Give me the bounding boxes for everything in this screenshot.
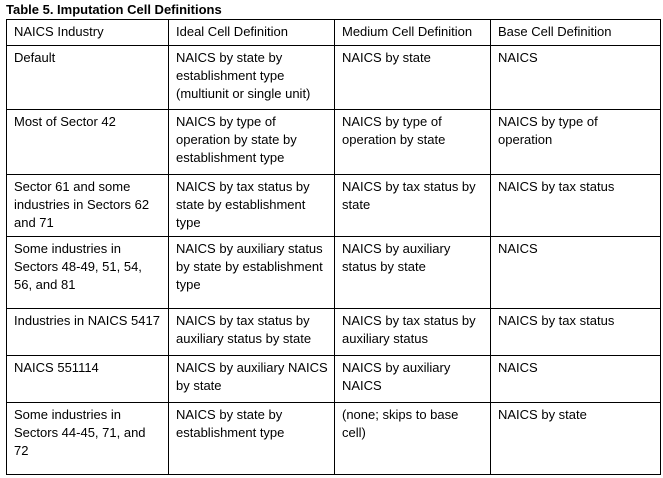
cell-medium-definition: NAICS by type of operation by state xyxy=(334,109,491,175)
cell-medium-definition: (none; skips to base cell) xyxy=(334,402,491,475)
table-header-row: NAICS Industry Ideal Cell Definition Med… xyxy=(6,19,661,46)
cell-ideal-definition: NAICS by state by establishment type xyxy=(168,402,335,475)
cell-base-definition: NAICS xyxy=(490,355,661,403)
cell-naics-industry: Some industries in Sectors 48-49, 51, 54… xyxy=(6,236,169,309)
cell-naics-industry: Sector 61 and some industries in Sectors… xyxy=(6,174,169,237)
cell-ideal-definition: NAICS by auxiliary NAICS by state xyxy=(168,355,335,403)
cell-medium-definition: NAICS by tax status by auxiliary status xyxy=(334,308,491,356)
cell-base-definition: NAICS by tax status xyxy=(490,174,661,237)
cell-ideal-definition: NAICS by tax status by state by establis… xyxy=(168,174,335,237)
table-row: Some industries in Sectors 44-45, 71, an… xyxy=(6,402,661,475)
table-row: Industries in NAICS 5417 NAICS by tax st… xyxy=(6,308,661,356)
cell-naics-industry: Some industries in Sectors 44-45, 71, an… xyxy=(6,402,169,475)
cell-medium-definition: NAICS by auxiliary NAICS xyxy=(334,355,491,403)
table-row: Default NAICS by state by establishment … xyxy=(6,45,661,110)
cell-naics-industry: NAICS 551114 xyxy=(6,355,169,403)
cell-ideal-definition: NAICS by tax status by auxiliary status … xyxy=(168,308,335,356)
cell-ideal-definition: NAICS by state by establishment type (mu… xyxy=(168,45,335,110)
table-row: Sector 61 and some industries in Sectors… xyxy=(6,174,661,237)
header-medium-cell-definition: Medium Cell Definition xyxy=(334,19,491,46)
document-page: Table 5. Imputation Cell Definitions NAI… xyxy=(6,2,661,475)
header-base-cell-definition: Base Cell Definition xyxy=(490,19,661,46)
cell-naics-industry: Industries in NAICS 5417 xyxy=(6,308,169,356)
cell-base-definition: NAICS by type of operation xyxy=(490,109,661,175)
cell-medium-definition: NAICS by auxiliary status by state xyxy=(334,236,491,309)
cell-base-definition: NAICS xyxy=(490,236,661,309)
table-row: NAICS 551114 NAICS by auxiliary NAICS by… xyxy=(6,355,661,403)
table-caption: Table 5. Imputation Cell Definitions xyxy=(6,2,222,17)
cell-medium-definition: NAICS by state xyxy=(334,45,491,110)
imputation-cell-table: NAICS Industry Ideal Cell Definition Med… xyxy=(6,19,661,475)
header-ideal-cell-definition: Ideal Cell Definition xyxy=(168,19,335,46)
cell-naics-industry: Default xyxy=(6,45,169,110)
header-naics-industry: NAICS Industry xyxy=(6,19,169,46)
cell-ideal-definition: NAICS by auxiliary status by state by es… xyxy=(168,236,335,309)
cell-naics-industry: Most of Sector 42 xyxy=(6,109,169,175)
table-row: Most of Sector 42 NAICS by type of opera… xyxy=(6,109,661,175)
cell-base-definition: NAICS by state xyxy=(490,402,661,475)
cell-medium-definition: NAICS by tax status by state xyxy=(334,174,491,237)
cell-base-definition: NAICS by tax status xyxy=(490,308,661,356)
table-row: Some industries in Sectors 48-49, 51, 54… xyxy=(6,236,661,309)
cell-base-definition: NAICS xyxy=(490,45,661,110)
cell-ideal-definition: NAICS by type of operation by state by e… xyxy=(168,109,335,175)
